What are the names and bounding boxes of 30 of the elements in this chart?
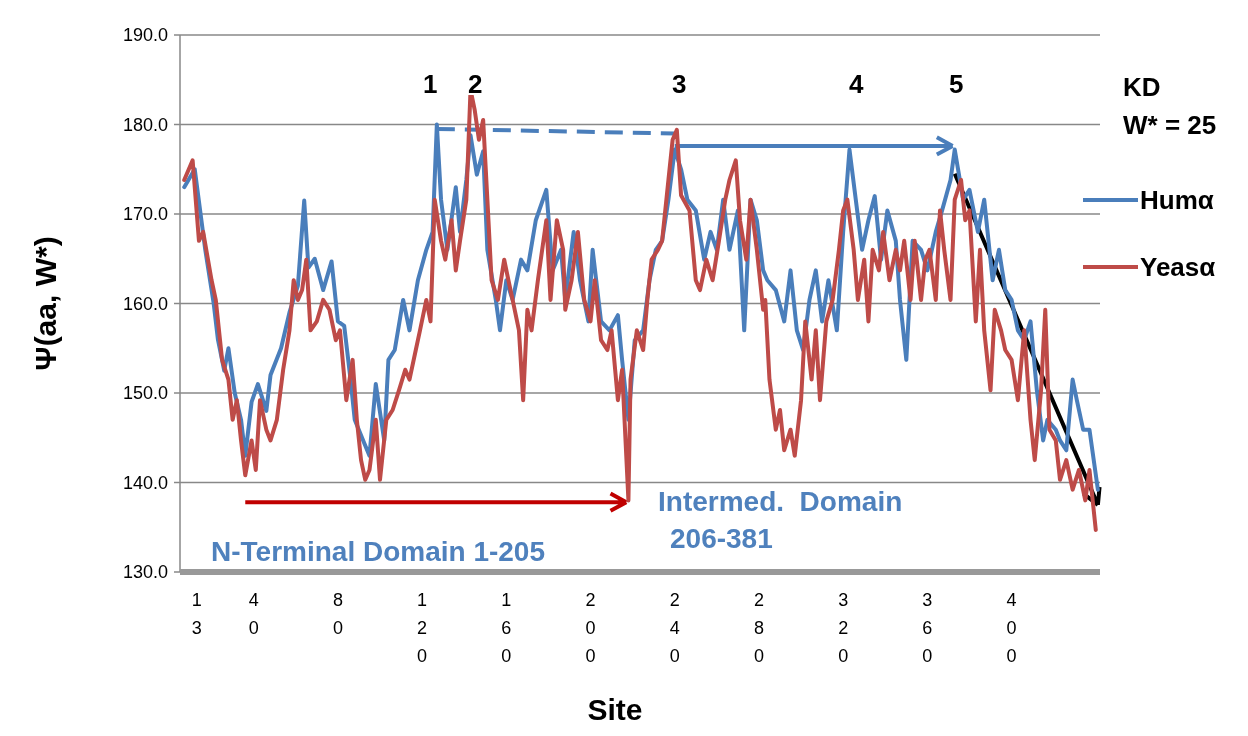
- x-tick-label: 1 6 0: [501, 590, 512, 666]
- legend-label: Yeasα: [1140, 252, 1216, 283]
- x-tick-label: 2 8 0: [753, 590, 764, 666]
- x-tick-label: 4 0: [248, 590, 259, 638]
- x-tick-label: 1 3: [191, 590, 202, 638]
- x-axis-title: Site: [587, 693, 643, 726]
- x-tick-label: 3 6 0: [922, 590, 933, 666]
- legend-title: KD W* = 25: [1123, 72, 1217, 140]
- y-tick-label: 190.0: [122, 25, 168, 46]
- annotation: Intermed. Domain 206-381: [658, 486, 903, 554]
- annotation: 5: [949, 69, 964, 99]
- legend-label: Humα: [1140, 185, 1214, 216]
- x-tick-label: 1 2 0: [417, 590, 428, 666]
- y-tick-label: 130.0: [122, 562, 168, 583]
- annotation: 4: [849, 69, 864, 99]
- x-tick-label: 4 0 0: [1006, 590, 1017, 666]
- x-tick-label: 3 2 0: [838, 590, 849, 666]
- x-tick-label: 2 4 0: [669, 590, 680, 666]
- annotation: 2: [468, 69, 483, 99]
- x-tick-label: 2 0 0: [585, 590, 596, 666]
- y-tick-label: 140.0: [122, 472, 168, 493]
- y-tick-label: 160.0: [122, 293, 168, 314]
- y-tick-label: 180.0: [122, 114, 168, 135]
- y-tick-label: 170.0: [122, 204, 168, 225]
- y-tick-label: 150.0: [122, 383, 168, 404]
- y-axis-title: Ψ(aa, W*): [28, 236, 62, 371]
- annotation: 3: [672, 69, 687, 99]
- annotation: N-Terminal Domain 1-205: [211, 536, 546, 567]
- x-tick-label: 8 0: [332, 590, 343, 638]
- annotation: 1: [423, 69, 438, 99]
